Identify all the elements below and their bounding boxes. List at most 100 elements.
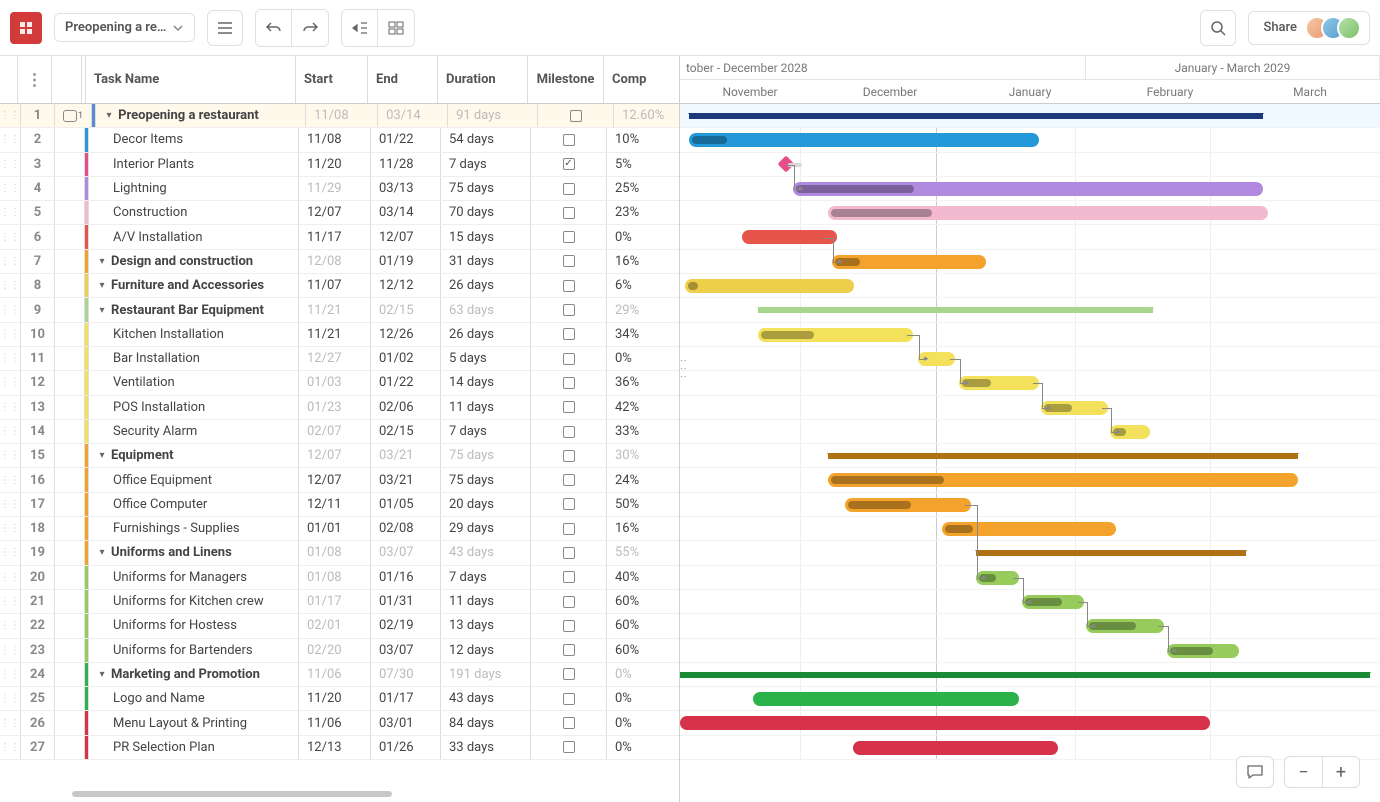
- gantt-row[interactable]: [680, 153, 1380, 177]
- milestone-checkbox[interactable]: [563, 474, 575, 486]
- start-cell[interactable]: 01/01: [299, 517, 371, 540]
- complete-cell[interactable]: 50%: [607, 493, 661, 516]
- end-cell[interactable]: 11/28: [371, 153, 441, 176]
- milestone-checkbox[interactable]: [563, 498, 575, 510]
- table-row[interactable]: ⋮⋮11▾Preopening a restaurant11/0803/1491…: [0, 104, 679, 128]
- milestone-checkbox[interactable]: [563, 620, 575, 632]
- end-cell[interactable]: 03/14: [371, 201, 441, 224]
- task-bar[interactable]: [685, 279, 854, 293]
- end-cell[interactable]: 03/07: [371, 639, 441, 662]
- duration-cell[interactable]: 43 days: [441, 687, 531, 710]
- comment-cell[interactable]: [55, 444, 85, 467]
- task-name-cell[interactable]: Ventilation: [89, 371, 299, 394]
- drag-handle-icon[interactable]: ⋮⋮: [0, 450, 20, 461]
- duration-cell[interactable]: 7 days: [441, 420, 531, 443]
- task-name-cell[interactable]: A/V Installation: [89, 225, 299, 248]
- milestone-cell[interactable]: ✓: [531, 153, 607, 176]
- duration-cell[interactable]: 75 days: [441, 444, 531, 467]
- drag-handle-icon[interactable]: ⋮⋮: [0, 645, 20, 656]
- search-button[interactable]: [1200, 10, 1236, 46]
- milestone-checkbox[interactable]: [563, 134, 575, 146]
- complete-cell[interactable]: 16%: [607, 250, 661, 273]
- start-cell[interactable]: 11/21: [299, 298, 371, 321]
- gantt-row[interactable]: [680, 347, 1380, 371]
- duration-cell[interactable]: 12 days: [441, 639, 531, 662]
- task-name-cell[interactable]: Office Equipment: [89, 468, 299, 491]
- complete-cell[interactable]: 0%: [607, 663, 661, 686]
- duration-cell[interactable]: 11 days: [441, 590, 531, 613]
- gantt-row[interactable]: [680, 104, 1380, 128]
- complete-cell[interactable]: 0%: [607, 711, 661, 734]
- complete-cell[interactable]: 24%: [607, 468, 661, 491]
- comment-cell[interactable]: 1: [55, 104, 92, 127]
- drag-handle-icon[interactable]: ⋮⋮: [0, 159, 20, 170]
- duration-cell[interactable]: 26 days: [441, 274, 531, 297]
- end-cell[interactable]: 01/26: [371, 736, 441, 759]
- task-name-cell[interactable]: Uniforms for Hostess: [89, 614, 299, 637]
- duration-cell[interactable]: 31 days: [441, 250, 531, 273]
- table-row[interactable]: ⋮⋮18Furnishings - Supplies01/0102/0829 d…: [0, 517, 679, 541]
- table-row[interactable]: ⋮⋮14Security Alarm02/0702/157 days33%: [0, 420, 679, 444]
- comment-cell[interactable]: [55, 128, 85, 151]
- duration-cell[interactable]: 43 days: [441, 541, 531, 564]
- duration-cell[interactable]: 5 days: [441, 347, 531, 370]
- milestone-checkbox[interactable]: [563, 571, 575, 583]
- task-bar[interactable]: [689, 133, 1039, 147]
- start-cell[interactable]: 11/21: [299, 323, 371, 346]
- end-cell[interactable]: 03/21: [371, 444, 441, 467]
- collapse-icon[interactable]: ▾: [97, 280, 107, 291]
- start-cell[interactable]: 12/07: [299, 468, 371, 491]
- milestone-cell[interactable]: [531, 396, 607, 419]
- task-bar[interactable]: [942, 522, 1116, 536]
- table-row[interactable]: ⋮⋮13POS Installation01/2302/0611 days42%: [0, 396, 679, 420]
- end-cell[interactable]: 03/13: [371, 177, 441, 200]
- complete-cell[interactable]: 0%: [607, 687, 661, 710]
- gantt-row[interactable]: [680, 177, 1380, 201]
- gantt-row[interactable]: [680, 468, 1380, 492]
- task-bar[interactable]: [1086, 619, 1164, 633]
- task-bar[interactable]: [753, 692, 1019, 706]
- start-cell[interactable]: 12/13: [299, 736, 371, 759]
- end-cell[interactable]: 01/22: [371, 371, 441, 394]
- gantt-body[interactable]: ▸▸▸▸▸▸▸▸▸▸: [680, 104, 1380, 760]
- end-cell[interactable]: 01/31: [371, 590, 441, 613]
- comment-cell[interactable]: [55, 687, 85, 710]
- start-cell[interactable]: 01/08: [299, 541, 371, 564]
- table-row[interactable]: ⋮⋮10Kitchen Installation11/2112/2626 day…: [0, 323, 679, 347]
- start-cell[interactable]: 11/17: [299, 225, 371, 248]
- table-row[interactable]: ⋮⋮3Interior Plants11/2011/287 days✓5%: [0, 153, 679, 177]
- task-name-cell[interactable]: Decor Items: [89, 128, 299, 151]
- comment-cell[interactable]: [55, 298, 85, 321]
- task-bar[interactable]: [959, 376, 1039, 390]
- milestone-cell[interactable]: [531, 711, 607, 734]
- complete-cell[interactable]: 60%: [607, 639, 661, 662]
- start-cell[interactable]: 11/08: [306, 104, 378, 127]
- milestone-checkbox[interactable]: [563, 644, 575, 656]
- task-name-cell[interactable]: ▾Furniture and Accessories: [89, 274, 299, 297]
- gantt-row[interactable]: [680, 711, 1380, 735]
- table-row[interactable]: ⋮⋮19▾Uniforms and Linens01/0803/0743 day…: [0, 541, 679, 565]
- duration-cell[interactable]: 75 days: [441, 177, 531, 200]
- gantt-row[interactable]: [680, 323, 1380, 347]
- table-row[interactable]: ⋮⋮8▾Furniture and Accessories11/0712/122…: [0, 274, 679, 298]
- complete-cell[interactable]: 42%: [607, 396, 661, 419]
- gantt-row[interactable]: [680, 639, 1380, 663]
- complete-cell[interactable]: 16%: [607, 517, 661, 540]
- milestone-checkbox[interactable]: [563, 231, 575, 243]
- end-cell[interactable]: 02/15: [371, 298, 441, 321]
- gantt-row[interactable]: [680, 201, 1380, 225]
- drag-handle-icon[interactable]: ⋮⋮: [0, 280, 20, 291]
- milestone-cell[interactable]: [531, 566, 607, 589]
- header-duration[interactable]: Duration: [438, 56, 528, 103]
- milestone-cell[interactable]: [531, 177, 607, 200]
- start-cell[interactable]: 11/06: [299, 711, 371, 734]
- start-cell[interactable]: 11/20: [299, 687, 371, 710]
- end-cell[interactable]: 03/07: [371, 541, 441, 564]
- milestone-checkbox[interactable]: [563, 547, 575, 559]
- duration-cell[interactable]: 11 days: [441, 396, 531, 419]
- duration-cell[interactable]: 84 days: [441, 711, 531, 734]
- table-row[interactable]: ⋮⋮20Uniforms for Managers01/0801/167 day…: [0, 566, 679, 590]
- collapse-icon[interactable]: ▾: [97, 256, 107, 267]
- task-name-cell[interactable]: Logo and Name: [89, 687, 299, 710]
- comment-cell[interactable]: [55, 711, 85, 734]
